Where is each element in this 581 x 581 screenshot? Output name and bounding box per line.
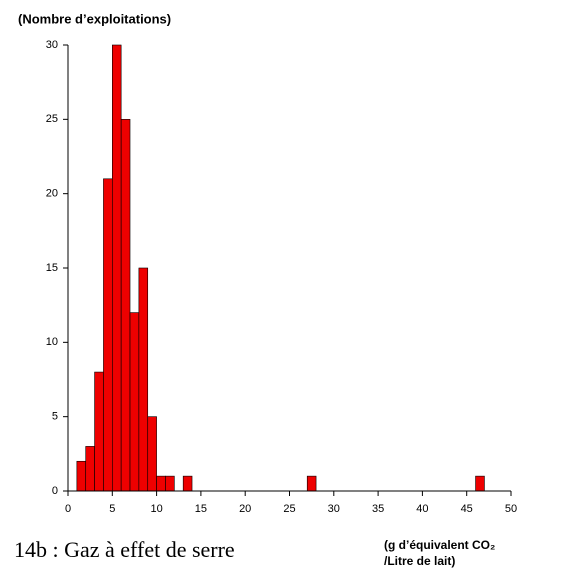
- caption: 14b : Gaz à effet de serre: [14, 537, 235, 562]
- y-tick-label: 5: [52, 411, 58, 423]
- y-tick-label: 10: [46, 336, 58, 348]
- bar: [94, 371, 104, 492]
- x-tick-label: 20: [239, 503, 251, 515]
- bar: [76, 460, 87, 492]
- x-tick-label: 0: [65, 503, 71, 515]
- bar: [306, 475, 317, 492]
- bar: [165, 475, 175, 492]
- x-axis-label: (g d’équivalent CO₂: [384, 538, 495, 552]
- y-tick-label: 25: [46, 113, 58, 125]
- bar: [129, 312, 140, 492]
- x-tick-label: 15: [195, 503, 207, 515]
- x-tick-label: 10: [150, 503, 162, 515]
- x-tick-label: 5: [109, 503, 115, 515]
- x-tick-label: 40: [416, 503, 428, 515]
- y-axis-label: (Nombre d’exploitations): [18, 11, 171, 26]
- bar: [103, 178, 113, 492]
- y-tick-label: 30: [46, 39, 58, 51]
- bar: [138, 267, 149, 492]
- bar: [147, 416, 157, 492]
- x-axis-label: /Litre de lait): [384, 554, 455, 568]
- x-tick-label: 50: [505, 503, 517, 515]
- x-tick-label: 35: [372, 503, 384, 515]
- x-tick-label: 25: [283, 503, 295, 515]
- bar: [156, 475, 166, 492]
- x-tick-label: 30: [328, 503, 340, 515]
- x-tick-label: 45: [461, 503, 473, 515]
- y-tick-label: 20: [46, 188, 58, 200]
- y-tick-label: 0: [52, 485, 58, 497]
- bar: [120, 119, 131, 492]
- bar: [475, 475, 485, 492]
- bar: [112, 44, 122, 492]
- bar: [85, 446, 95, 492]
- bar: [182, 475, 193, 492]
- y-tick-label: 15: [46, 262, 58, 274]
